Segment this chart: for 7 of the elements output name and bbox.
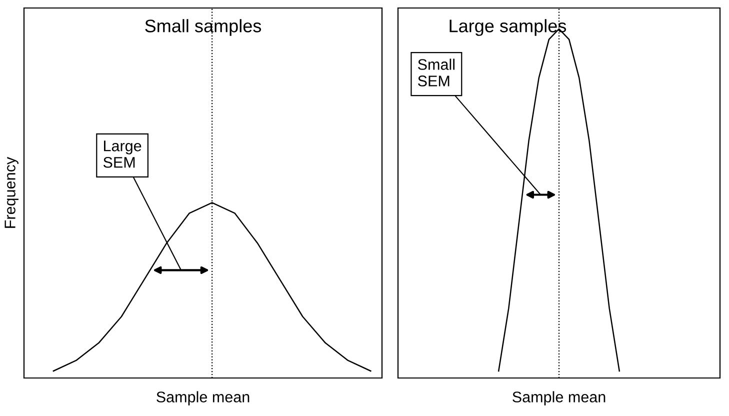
chart-title: Small samples [145,19,262,36]
x-axis-title: Sample mean [512,391,606,406]
text: Large SEM [103,140,142,168]
chart-title: Large samples [450,19,566,36]
y-axis-title: Frequency [4,156,18,228]
x-axis-title: Sample mean [156,391,250,406]
text: Small SEM [418,58,454,86]
